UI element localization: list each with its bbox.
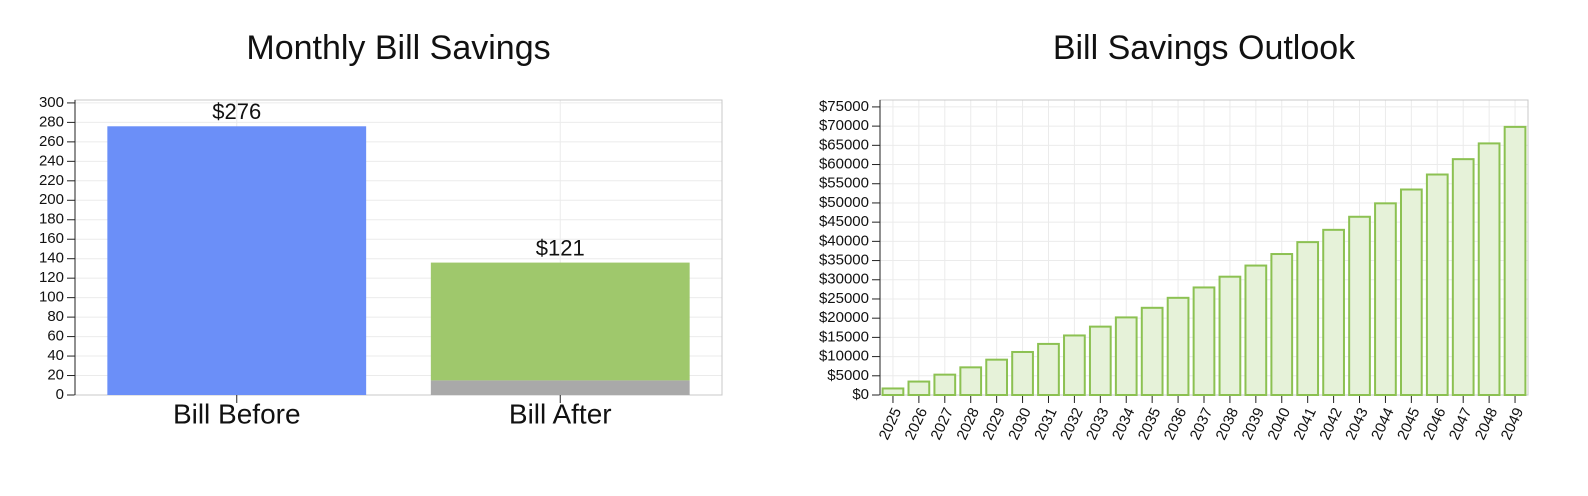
bar: [1477, 142, 1501, 396]
bar: [1503, 125, 1527, 396]
bar: [1114, 316, 1138, 396]
x-tick-label: 2049: [1498, 405, 1528, 442]
bar: [1192, 286, 1216, 396]
y-tick-label: $15000: [819, 328, 869, 345]
x-tick-label: 2025: [876, 405, 906, 442]
bar: [1166, 296, 1190, 396]
x-tick-label: 2029: [979, 405, 1009, 442]
bar: [985, 358, 1009, 397]
y-tick-label: 220: [39, 172, 64, 189]
x-tick-label: 2039: [1239, 405, 1269, 442]
x-tick-label: 2035: [1135, 405, 1165, 442]
bar: [907, 380, 931, 397]
chart-title: Monthly Bill Savings: [246, 29, 550, 67]
x-tick-label: 2026: [902, 405, 932, 442]
x-tick-label: 2037: [1187, 405, 1217, 442]
bar-segment: [107, 126, 367, 395]
bar: [1270, 253, 1294, 396]
bar: [1063, 334, 1086, 397]
bar: [1088, 325, 1112, 396]
x-tick-label: 2042: [1316, 405, 1346, 442]
y-tick-label: 300: [39, 94, 64, 111]
bar: [959, 366, 983, 396]
x-tick-label: 2032: [1057, 405, 1087, 442]
y-tick-label: $75000: [819, 98, 869, 115]
y-tick-label: 100: [39, 289, 64, 306]
bar: [1322, 228, 1345, 396]
y-tick-label: 60: [47, 328, 64, 345]
x-tick-label: 2045: [1394, 405, 1424, 442]
bar: [1244, 264, 1268, 396]
bar: [933, 373, 957, 397]
x-tick-label: 2048: [1472, 405, 1502, 442]
y-tick-label: $70000: [819, 117, 869, 134]
y-tick-label: 280: [39, 113, 64, 130]
y-tick-label: 80: [47, 308, 64, 325]
bar: [1296, 241, 1320, 396]
bar: [1011, 350, 1034, 396]
x-tick-label: Bill After: [509, 398, 612, 429]
y-tick-label: $60000: [819, 156, 869, 173]
x-tick-label: 2027: [928, 405, 958, 442]
y-tick-label: 120: [39, 269, 64, 286]
x-tick-label: 2043: [1342, 405, 1372, 442]
y-tick-label: 0: [56, 386, 64, 403]
y-tick-label: $20000: [819, 309, 869, 326]
x-tick-label: 2044: [1368, 405, 1398, 442]
y-tick-label: $45000: [819, 213, 869, 230]
y-tick-label: 180: [39, 211, 64, 228]
y-tick-label: $10000: [819, 348, 869, 365]
x-tick-label: 2046: [1420, 405, 1450, 442]
y-tick-label: $25000: [819, 290, 869, 307]
value-label: $121: [536, 235, 585, 260]
bar: [1218, 275, 1242, 397]
x-tick-label: 2034: [1109, 405, 1139, 442]
y-tick-label: 240: [39, 152, 64, 169]
y-tick-label: $5000: [827, 367, 869, 384]
y-tick-label: $0: [852, 386, 869, 403]
y-tick-label: $40000: [819, 232, 869, 249]
y-tick-label: $55000: [819, 175, 869, 192]
bar-segment: [430, 262, 690, 381]
x-tick-label: 2047: [1446, 405, 1476, 442]
y-tick-label: 160: [39, 230, 64, 247]
bar: [1140, 306, 1164, 397]
y-tick-label: 20: [47, 366, 64, 383]
bar: [1425, 173, 1449, 396]
y-tick-label: 200: [39, 191, 64, 208]
x-tick-label: Bill Before: [173, 398, 301, 429]
bar: [1037, 342, 1060, 396]
bar-segment: [430, 380, 690, 395]
y-tick-label: 40: [47, 347, 64, 364]
x-tick-label: 2040: [1264, 405, 1294, 442]
x-tick-label: 2038: [1213, 405, 1243, 442]
y-tick-label: $35000: [819, 252, 869, 269]
y-tick-label: 140: [39, 250, 64, 267]
bar: [1399, 188, 1423, 396]
y-tick-label: $30000: [819, 271, 869, 288]
x-tick-label: 2030: [1005, 405, 1035, 442]
bar: [1348, 215, 1371, 396]
value-label: $276: [212, 99, 261, 124]
y-tick-label: $50000: [819, 194, 869, 211]
x-tick-label: 2041: [1290, 405, 1320, 442]
bar: [881, 387, 905, 397]
bar: [1374, 202, 1397, 396]
bar: [1451, 158, 1475, 396]
x-tick-label: 2033: [1083, 405, 1113, 442]
x-tick-label: 2036: [1161, 405, 1191, 442]
chart-title: Bill Savings Outlook: [1053, 29, 1356, 67]
y-tick-label: $65000: [819, 136, 869, 153]
y-tick-label: 260: [39, 133, 64, 150]
x-tick-label: 2028: [953, 405, 983, 442]
x-tick-label: 2031: [1031, 405, 1061, 442]
